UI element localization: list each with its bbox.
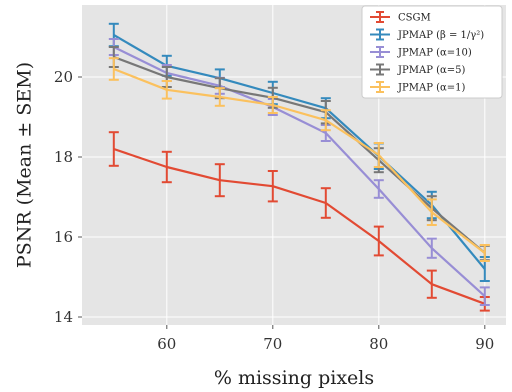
error-bar — [267, 170, 278, 203]
error-bar — [161, 80, 172, 100]
error-bar — [426, 269, 437, 299]
y-tick-label: 14 — [54, 308, 73, 326]
legend-label: JPMAP (α=1) — [397, 83, 466, 94]
error-bar — [267, 96, 278, 114]
series-line — [113, 147, 486, 305]
series-layer — [108, 22, 490, 312]
error-bar — [373, 179, 384, 199]
x-tick-label: 60 — [157, 335, 176, 353]
error-bar — [373, 142, 384, 168]
error-bar — [214, 87, 225, 107]
legend-label: JPMAP (α=5) — [397, 65, 466, 76]
error-bar — [479, 286, 490, 306]
legend-item: CSGM — [370, 11, 431, 24]
error-bar — [320, 187, 331, 219]
series-line — [113, 55, 486, 254]
y-tick-label: 20 — [54, 68, 73, 86]
y-tick-label: 16 — [54, 228, 73, 246]
x-tick-label: 90 — [475, 335, 494, 353]
error-bar — [108, 57, 119, 81]
y-axis-label: PSNR (Mean ± SEM) — [14, 62, 36, 268]
series-line — [113, 34, 486, 270]
series-line — [113, 46, 486, 298]
error-bar — [479, 244, 490, 262]
legend-item: JPMAP (α=1) — [370, 81, 466, 94]
legend-label: CSGM — [398, 13, 431, 24]
error-bar — [161, 150, 172, 184]
x-tick-label: 80 — [369, 335, 388, 353]
error-bar — [214, 163, 225, 198]
legend-label: JPMAP (β = 1/γ²) — [397, 30, 484, 41]
x-tick-label: 70 — [263, 335, 282, 353]
legend-item: JPMAP (α=5) — [370, 63, 466, 76]
legend: CSGM JPMAP (β = 1/γ²) JPMAP (α=10) JPMAP (α… — [361, 5, 503, 99]
legend-label: JPMAP (α=10) — [397, 48, 472, 59]
y-tick-label: 18 — [54, 148, 73, 166]
error-bar — [108, 131, 119, 167]
error-bar — [373, 225, 384, 257]
axis-ticks: 60 70 80 90 14 16 18 20 — [54, 68, 494, 353]
series-0 — [108, 131, 490, 312]
legend-box — [361, 5, 503, 99]
legend-item: JPMAP (α=10) — [370, 46, 472, 59]
error-bar — [320, 109, 331, 132]
legend-item: JPMAP (β = 1/γ²) — [370, 28, 484, 41]
series-line — [113, 67, 486, 254]
error-bar — [426, 237, 437, 259]
series-4 — [108, 57, 490, 262]
error-bar — [426, 198, 437, 226]
x-axis-label: % missing pixels — [214, 367, 374, 389]
